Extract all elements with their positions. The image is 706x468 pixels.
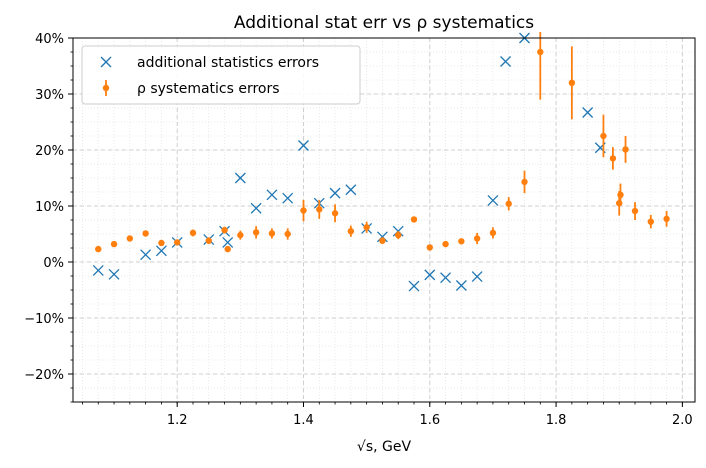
data-point-rho-sys [173, 239, 181, 246]
data-point-rho-sys [126, 235, 134, 242]
data-point-rho-sys [521, 170, 528, 194]
minor-grid [73, 37, 695, 403]
data-point-rho-sys [617, 183, 624, 206]
data-point-stat-err [345, 184, 357, 196]
y-tick-label: 10% [35, 200, 64, 215]
data-point-rho-sys [224, 245, 231, 253]
data-point-stat-err [298, 140, 309, 151]
data-point-rho-sys [268, 228, 276, 239]
data-point-stat-err [222, 236, 234, 248]
data-point-rho-sys [410, 216, 418, 223]
x-tick-label: 1.4 [293, 413, 314, 428]
series-clip-group [92, 32, 670, 292]
data-point-stat-err [250, 202, 262, 214]
x-tick-label: 1.8 [546, 413, 567, 428]
x-axis: 1.2 1.4 1.6 1.8 2.0 [82, 402, 693, 428]
data-point-stat-err [108, 268, 120, 280]
data-point-stat-err [471, 271, 483, 283]
data-point-rho-sys [316, 199, 323, 219]
x-axis-label: √s, GeV [357, 439, 412, 455]
data-point-stat-err [92, 264, 104, 276]
data-point-rho-sys [473, 232, 481, 245]
series-1 [92, 32, 606, 292]
chart-title: Additional stat err vs ρ systematics [234, 13, 534, 33]
data-point-rho-sys [426, 244, 433, 251]
data-point-stat-err [582, 107, 594, 118]
data-point-rho-sys [395, 231, 402, 240]
y-tick-label: −10% [24, 312, 64, 327]
data-point-rho-sys [205, 237, 212, 245]
data-point-stat-err [155, 245, 167, 257]
data-point-rho-sys [300, 199, 307, 222]
data-point-rho-sys [505, 197, 512, 211]
data-point-rho-sys [331, 204, 339, 223]
legend-marker-x [100, 56, 112, 68]
data-point-stat-err [140, 249, 152, 261]
y-tick-label: −20% [24, 368, 64, 383]
legend-label: ρ systematics errors [137, 81, 280, 97]
data-point-rho-sys [252, 226, 260, 239]
y-tick-label: 40% [35, 32, 64, 47]
data-point-rho-sys [458, 238, 465, 245]
data-point-stat-err [500, 56, 512, 67]
y-tick-label: 30% [35, 88, 64, 103]
data-point-rho-sys [568, 46, 576, 120]
data-point-rho-sys [379, 237, 386, 245]
y-tick-label: 0% [43, 256, 64, 271]
data-point-stat-err [455, 280, 467, 291]
data-point-rho-sys [189, 229, 197, 237]
series-2 [95, 32, 670, 253]
data-point-rho-sys [631, 202, 639, 220]
data-point-rho-sys [622, 136, 629, 163]
data-point-rho-sys [284, 228, 291, 240]
data-point-stat-err [282, 192, 294, 204]
data-point-rho-sys [600, 114, 607, 158]
data-point-stat-err [234, 172, 246, 184]
data-point-rho-sys [347, 225, 355, 237]
data-point-rho-sys [110, 240, 118, 248]
data-point-rho-sys [489, 227, 497, 239]
data-point-stat-err [440, 272, 452, 284]
data-point-rho-sys [142, 230, 149, 237]
y-tick-label: 20% [35, 144, 64, 159]
plot-series [92, 32, 670, 292]
legend-marker-errorbar [102, 80, 110, 96]
legend-label: additional statistics errors [137, 55, 319, 71]
data-point-rho-sys [663, 211, 670, 227]
x-tick-label: 1.2 [167, 413, 188, 428]
data-point-stat-err [376, 231, 388, 243]
x-tick-label: 2.0 [672, 413, 693, 428]
data-point-rho-sys [537, 32, 544, 100]
x-tick-label: 1.6 [419, 413, 440, 428]
data-point-rho-sys [158, 239, 165, 247]
data-point-stat-err [487, 194, 499, 206]
legend-frame [81, 45, 361, 105]
data-point-rho-sys [442, 240, 449, 248]
y-axis: −20% −10% 0% 10% 20% 30% 40% [24, 32, 73, 403]
data-point-rho-sys [609, 147, 617, 170]
legend: additional statistics errors ρ systematic… [81, 45, 361, 105]
data-point-stat-err [408, 280, 420, 292]
data-point-rho-sys [221, 226, 228, 234]
data-point-stat-err [424, 269, 436, 281]
data-point-rho-sys [237, 230, 244, 240]
data-point-rho-sys [363, 221, 370, 233]
data-point-stat-err [329, 187, 341, 199]
data-point-rho-sys [95, 245, 102, 253]
data-point-rho-sys [647, 214, 654, 229]
data-point-stat-err [266, 189, 278, 201]
